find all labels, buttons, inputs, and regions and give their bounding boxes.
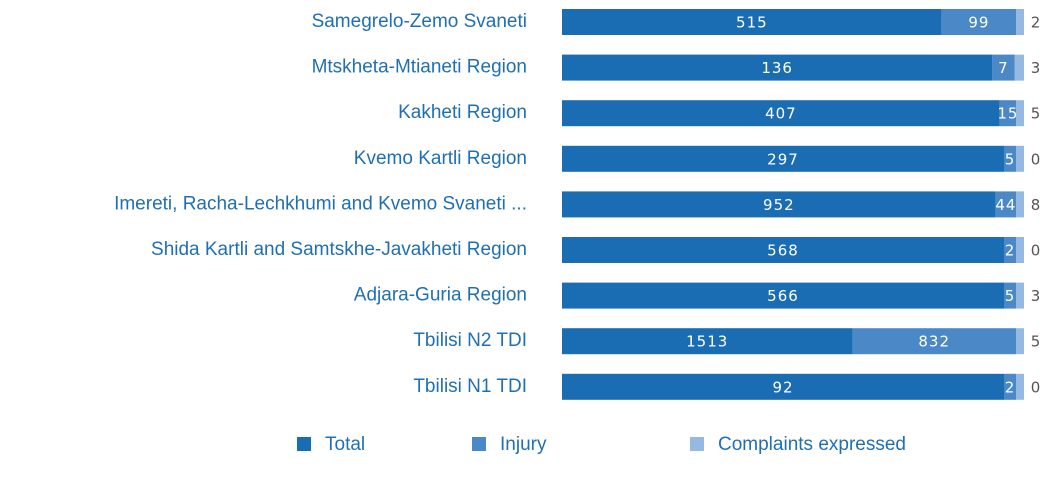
bar-segment [941, 9, 1016, 35]
bar-segment [562, 328, 853, 355]
category-label: Imereti, Racha-Lechkhumi and Kvemo Svane… [114, 193, 527, 214]
bar-segment [562, 145, 1004, 172]
data-label: 952 [763, 196, 795, 214]
legend-label: Injury [500, 434, 547, 455]
bar-segment [1016, 9, 1024, 35]
data-label: 15 [997, 105, 1018, 123]
bar-segment [1004, 373, 1016, 400]
bar-segment [1016, 237, 1024, 263]
data-label: 832 [918, 333, 950, 351]
bar-segment [562, 373, 1004, 400]
category-label: Adjara-Guria Region [354, 285, 527, 306]
bar-segment [1016, 191, 1024, 218]
bar-segment [1014, 54, 1024, 81]
data-label: 2 [1005, 378, 1016, 396]
legend-swatch [690, 437, 704, 451]
data-label: 8 [1031, 196, 1042, 214]
bar-segment [992, 54, 1015, 81]
data-label: 5 [1005, 150, 1016, 168]
data-label: 92 [772, 378, 793, 396]
bar-segment [562, 54, 993, 81]
data-label: 5 [1031, 333, 1042, 351]
bar-segment [562, 191, 996, 218]
data-label: 515 [736, 14, 768, 32]
category-label: Shida Kartli and Samtskhe-Javakheti Regi… [151, 239, 527, 260]
data-label: 0 [1031, 378, 1042, 396]
bar-segment [562, 237, 1004, 263]
bar-segment [1004, 145, 1016, 172]
legend-label: Total [325, 434, 365, 455]
legend-swatch [297, 437, 311, 451]
bar-segment [852, 328, 1016, 355]
category-label: Tbilisi N2 TDI [413, 330, 527, 351]
bar-segment [1016, 373, 1024, 400]
data-label: 3 [1031, 59, 1042, 77]
category-label: Kvemo Kartli Region [354, 148, 527, 169]
bar-segment [562, 9, 942, 35]
data-label: 407 [765, 105, 797, 123]
data-label: 136 [761, 59, 793, 77]
category-label: Samegrelo-Zemo Svaneti [312, 11, 527, 32]
data-label: 568 [767, 242, 799, 260]
category-label: Mtskheta-Mtianeti Region [312, 57, 527, 78]
data-label: 297 [767, 150, 799, 168]
data-label: 3 [1031, 287, 1042, 305]
bar-segment [995, 191, 1016, 218]
data-label: 5 [1031, 105, 1042, 123]
data-label: 2 [1031, 14, 1042, 32]
bar-segment [1016, 145, 1024, 172]
legend-swatch [472, 437, 486, 451]
bar-segment [562, 100, 1000, 127]
bar-segment [1016, 100, 1024, 127]
bar-segment [999, 100, 1016, 127]
legend-label: Complaints expressed [718, 434, 906, 455]
data-label: 0 [1031, 242, 1042, 260]
bar-segment [1004, 237, 1016, 263]
data-label: 2 [1005, 242, 1016, 260]
bar-segment [1016, 282, 1024, 309]
category-label: Tbilisi N1 TDI [413, 376, 527, 397]
data-label: 44 [995, 196, 1016, 214]
data-label: 99 [968, 14, 989, 32]
data-label: 566 [767, 287, 799, 305]
bar-segment [1016, 328, 1024, 355]
data-label: 0 [1031, 150, 1042, 168]
category-label: Kakheti Region [398, 102, 527, 123]
data-label: 1513 [686, 333, 728, 351]
data-label: 7 [998, 59, 1009, 77]
bar-segment [1004, 282, 1016, 309]
data-label: 5 [1005, 287, 1016, 305]
bar-segment [562, 282, 1004, 309]
